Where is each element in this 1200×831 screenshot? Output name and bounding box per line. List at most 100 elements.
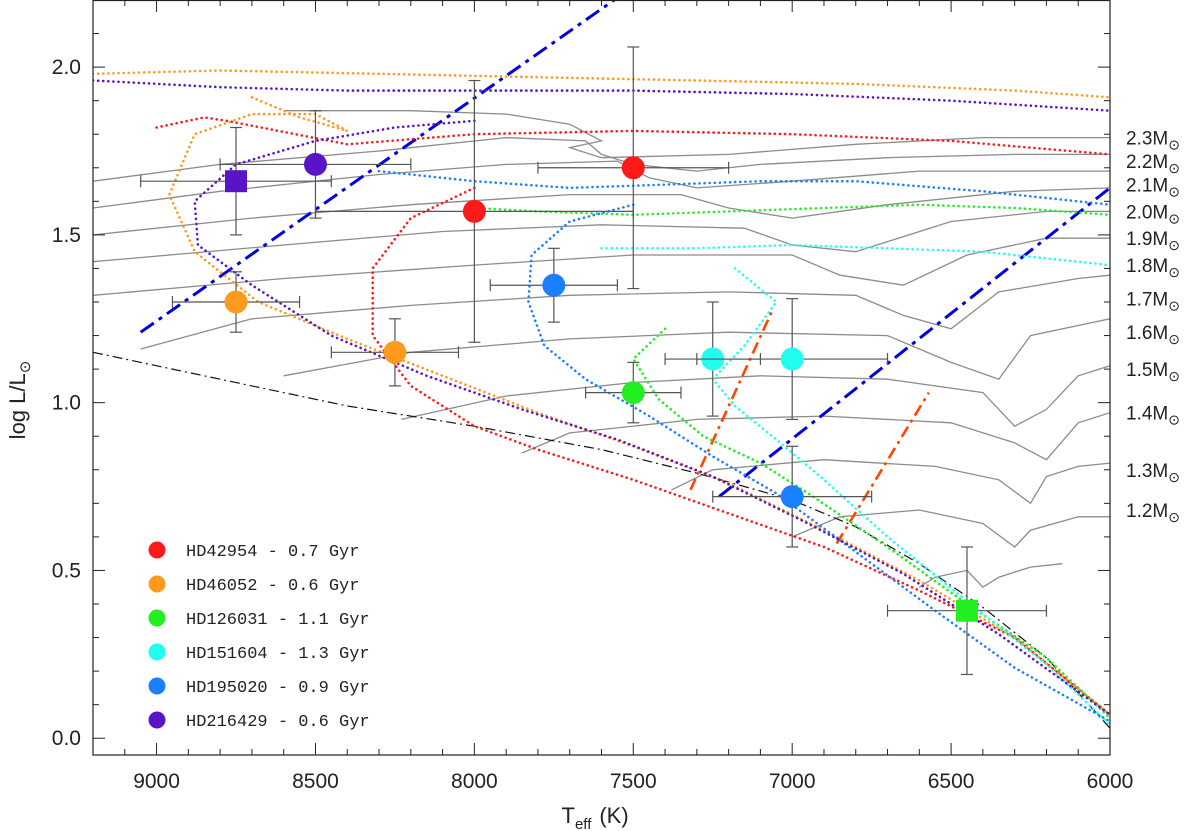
legend-label-0: HD42954 - 0.7 Gyr: [186, 543, 359, 562]
sun-symbol: ⊙: [1168, 184, 1180, 200]
data-point-HD46052-3: [330, 318, 460, 387]
red-edge-2-line: [835, 391, 930, 545]
sun-symbol: ⊙: [1168, 210, 1180, 226]
sun-symbol: ⊙: [1168, 298, 1180, 314]
data-point-HD216429-10: [219, 110, 412, 219]
sun-symbol: ⊙: [1168, 237, 1180, 253]
circle-marker: [383, 340, 407, 364]
red-edge-1-line: [689, 308, 775, 491]
circle-marker: [621, 381, 645, 405]
mass-value: 1.2M: [1126, 501, 1168, 522]
x-tick-label: 9000: [133, 770, 180, 793]
mass-value: 1.8M: [1126, 256, 1168, 277]
legend-marker-1: [148, 575, 166, 593]
data-point-HD151604-7: [696, 298, 889, 421]
mass-label-10: 1.3M⊙: [1126, 461, 1180, 485]
mass-label-11: 1.2M⊙: [1126, 501, 1180, 525]
evolutionary-track-12: [918, 563, 1063, 589]
legend-marker-0: [148, 541, 166, 559]
evolutionary-track-2: [93, 160, 1110, 209]
mass-label-8: 1.5M⊙: [1126, 360, 1180, 384]
square-marker: [225, 170, 248, 193]
square-marker: [955, 599, 978, 622]
data-point-HD42954-0: [537, 46, 730, 290]
data-point-HD216429-11: [140, 126, 332, 236]
mass-label-9: 1.4M⊙: [1126, 404, 1180, 428]
legend-marker-5: [148, 711, 166, 729]
y-tick-label: 1.0: [52, 392, 81, 415]
x-tick-label: 7000: [769, 770, 816, 793]
mass-value: 1.5M: [1126, 360, 1168, 381]
legend-marker-4: [148, 677, 166, 695]
blue-edge-2-line: [718, 186, 1110, 498]
evolutionary-track-6: [140, 274, 1110, 350]
mass-value: 1.7M: [1126, 290, 1168, 311]
y-tick-label: 0.0: [52, 727, 81, 750]
mass-label-6: 1.7M⊙: [1126, 290, 1180, 314]
mass-label-4: 1.9M⊙: [1126, 229, 1180, 253]
evolutionary-track-4: [93, 210, 1110, 263]
sun-symbol: ⊙: [1168, 469, 1180, 485]
mass-value: 1.4M: [1126, 404, 1168, 425]
x-tick-label: 8500: [292, 770, 339, 793]
sun-symbol: ⊙: [1168, 331, 1180, 347]
evolutionary-track-9: [521, 412, 1110, 461]
y-axis-sun-symbol: ⊙: [17, 361, 34, 374]
evolutionary-track-1: [93, 136, 1110, 182]
y-tick-label: 0.5: [52, 559, 81, 582]
y-axis-text: log L/L: [5, 373, 30, 439]
mass-label-1: 2.2M⊙: [1126, 152, 1180, 176]
legend-label-3: HD151604 - 1.3 Gyr: [186, 645, 370, 664]
x-tick-label: 6000: [1087, 770, 1134, 793]
evolutionary-track-0: [283, 110, 1110, 159]
isochrone-HD151604: [600, 243, 1110, 727]
sun-symbol: ⊙: [1168, 160, 1180, 176]
sun-symbol: ⊙: [1168, 412, 1180, 428]
data-point-HD126031-5: [886, 546, 1048, 676]
isochrone-HD216429: [93, 79, 1110, 716]
evolutionary-track-7: [283, 318, 1110, 380]
sun-symbol: ⊙: [1168, 509, 1180, 525]
mass-value: 2.2M: [1126, 152, 1168, 173]
x-axis-subscript: eff: [575, 816, 592, 831]
sun-symbol: ⊙: [1168, 137, 1180, 153]
legend-label-5: HD216429 - 0.6 Gyr: [186, 713, 370, 732]
y-tick-label: 2.0: [52, 56, 81, 79]
circle-marker: [621, 156, 645, 180]
mass-value: 2.3M: [1126, 129, 1168, 150]
data-point-HD195020-9: [712, 445, 873, 548]
evolutionary-track-11: [791, 509, 1110, 548]
x-tick-label: 6500: [928, 770, 975, 793]
legend-marker-3: [148, 643, 166, 661]
circle-marker: [303, 152, 327, 176]
x-axis-label: Teff (K): [562, 803, 629, 831]
y-tick-label: 1.5: [52, 224, 81, 247]
evolutionary-track-10: [671, 459, 1110, 505]
plot-frame: [92, 0, 1111, 756]
legend-label-2: HD126031 - 1.1 Gyr: [186, 611, 370, 630]
mass-label-0: 2.3M⊙: [1126, 129, 1180, 153]
sun-symbol: ⊙: [1168, 264, 1180, 280]
mass-value: 1.9M: [1126, 229, 1168, 250]
mass-value: 1.6M: [1126, 323, 1168, 344]
blue-edge-1-line: [139, 0, 616, 334]
isochrone-HD126031: [473, 203, 1110, 720]
x-axis-symbol: T: [562, 803, 575, 828]
data-point-HD46052-2: [171, 271, 301, 333]
circle-marker: [462, 199, 486, 223]
legend-marker-2: [148, 609, 166, 627]
mass-label-5: 1.8M⊙: [1126, 256, 1180, 280]
x-tick-label: 7500: [610, 770, 657, 793]
data-point-HD42954-1: [314, 79, 634, 343]
circle-marker: [780, 485, 804, 509]
mass-label-3: 2.0M⊙: [1126, 202, 1180, 226]
evolutionary-track-5: [93, 237, 1110, 296]
legend-label-1: HD46052 - 0.6 Gyr: [186, 577, 359, 596]
x-axis-unit: (K): [599, 803, 628, 828]
circle-marker: [542, 273, 566, 297]
evolutionary-track-8: [401, 365, 1110, 428]
x-tick-label: 8000: [451, 770, 498, 793]
mass-value: 2.0M: [1126, 202, 1168, 223]
mass-value: 2.1M: [1126, 176, 1168, 197]
